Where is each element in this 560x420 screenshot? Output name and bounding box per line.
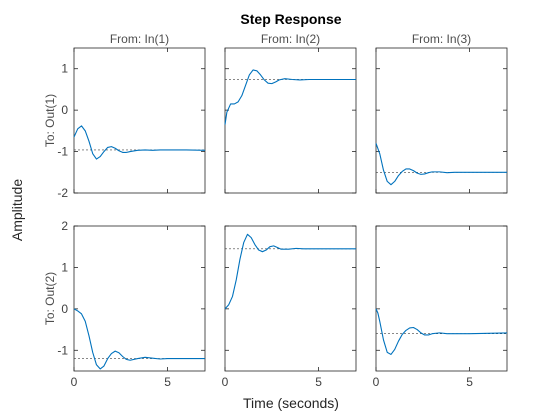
column-title-3: From: In(3) (412, 32, 471, 46)
y-axis-label: Amplitude (9, 179, 25, 241)
row-title-2: To: Out(2) (43, 272, 57, 325)
column-title-2: From: In(2) (261, 32, 320, 46)
x-axis-label: Time (seconds) (243, 395, 339, 411)
y-tick-label: -1 (57, 343, 68, 357)
x-tick-label: 0 (222, 375, 229, 389)
axes-box (224, 225, 357, 372)
subplot-r2-c1: -1 0 1 2 0 5 (57, 219, 206, 389)
subplot-grid: From: In(1) From: In(2) From: In(3) To: Out… (43, 32, 508, 389)
x-tick-label: 5 (466, 375, 473, 389)
x-tick-label: 5 (164, 375, 171, 389)
step-response-line (224, 69, 356, 125)
chart-title: Step Response (240, 11, 341, 27)
step-response-line (375, 143, 507, 186)
subplot-r1-c2 (224, 47, 357, 194)
row-title-1: To: Out(1) (43, 94, 57, 147)
x-tick-label: 0 (71, 375, 78, 389)
y-tick-label: 1 (61, 260, 68, 274)
axes-box (73, 47, 206, 194)
subplot-r1-c1: -2 -1 0 1 (57, 47, 206, 200)
x-tick-label: 0 (373, 375, 380, 389)
step-response-line (224, 233, 356, 310)
y-tick-label: -2 (57, 186, 68, 200)
column-title-1: From: In(1) (110, 32, 169, 46)
y-tick-label: 0 (61, 302, 68, 316)
step-response-line (375, 308, 508, 355)
x-tick-label: 5 (315, 375, 322, 389)
subplot-r1-c3 (375, 47, 508, 194)
axes-box (375, 225, 508, 372)
axes-box (224, 47, 357, 194)
axes-box (73, 225, 206, 372)
y-tick-label: 2 (61, 219, 68, 233)
step-response-line (73, 125, 206, 160)
y-tick-label: 0 (61, 103, 68, 117)
y-tick-label: -1 (57, 145, 68, 159)
axes-box (375, 47, 508, 194)
y-tick-label: 1 (61, 62, 68, 76)
step-response-line (73, 308, 205, 370)
